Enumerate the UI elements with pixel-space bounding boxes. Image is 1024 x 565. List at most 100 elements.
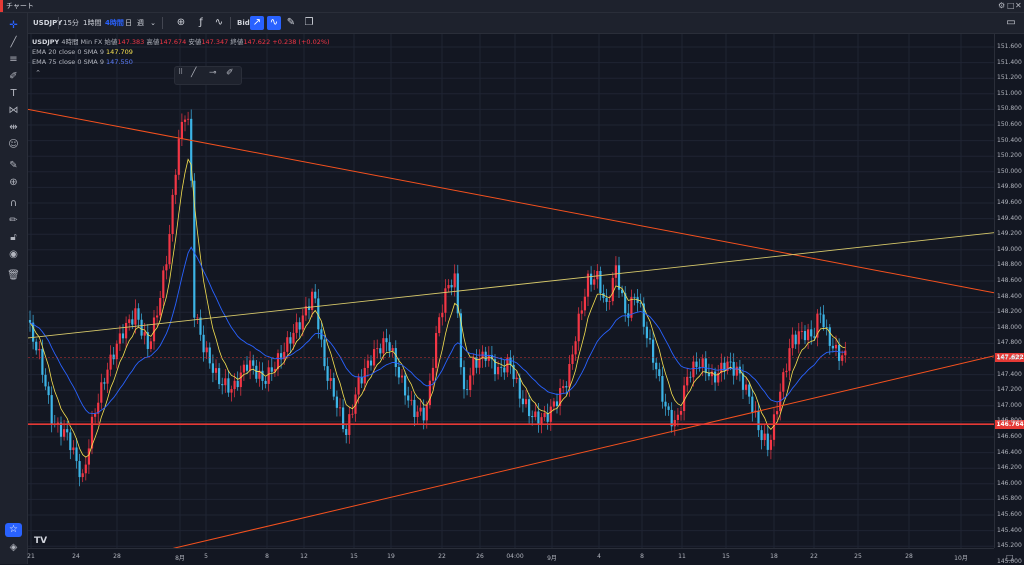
trash-icon[interactable]: 🗑︎ <box>7 270 20 281</box>
candle-body <box>828 327 831 346</box>
candle-body <box>441 312 444 318</box>
zoom-icon[interactable]: ⊕ <box>9 177 18 188</box>
symbol-selector[interactable]: USDJPY <box>33 19 63 27</box>
candle-body <box>648 338 652 340</box>
candle-body <box>338 407 342 409</box>
maximize-icon[interactable]: □ <box>1007 1 1015 10</box>
candle-body <box>590 273 593 285</box>
time-tick: 15 <box>722 553 730 560</box>
legend-collapse-icon[interactable]: ⌃ <box>35 69 41 77</box>
area-chart-icon[interactable]: ∿ <box>267 16 281 30</box>
candle-body <box>335 396 338 408</box>
window-title: チャート <box>6 2 34 10</box>
favorites-icon[interactable]: ☆ <box>5 523 22 537</box>
candle-body <box>602 293 605 298</box>
candle-body <box>97 402 100 414</box>
candle-body <box>249 360 252 371</box>
price-tick: 151.000 <box>997 89 1022 97</box>
candle-body <box>394 348 397 368</box>
legend-ema75-label[interactable]: EMA 75 close 0 SMA 9 <box>32 58 104 66</box>
emoji-icon[interactable]: ☺ <box>8 139 19 150</box>
magnet-icon[interactable]: ∩ <box>9 198 18 209</box>
layout-copy-icon[interactable]: ❐ <box>304 17 314 28</box>
settings-icon[interactable]: ⚙ <box>998 1 1006 10</box>
candle-body <box>568 363 571 388</box>
candle-body <box>816 313 819 338</box>
price-tick: 148.800 <box>997 261 1022 269</box>
auto-scale-icon[interactable]: □ <box>1006 553 1014 562</box>
candle-body <box>295 322 298 333</box>
drag-handle-icon[interactable]: ⠿ <box>178 68 184 76</box>
candle-body <box>298 322 301 330</box>
descending-trendline <box>28 108 994 294</box>
candle-body <box>267 367 270 384</box>
legend-symbol[interactable]: USDJPY <box>32 38 60 46</box>
ruler-icon[interactable]: ✎ <box>9 160 18 171</box>
timeframe-1h[interactable]: 1時間 <box>83 19 102 27</box>
timeframe-15m[interactable]: 15分 <box>63 19 79 27</box>
price-axis[interactable]: 147.622 146.764 151.600 151.400 151.200 151… <box>994 34 1024 565</box>
pattern-icon[interactable]: ⋈ <box>8 105 19 116</box>
candle-body <box>844 350 847 356</box>
candle-body <box>763 433 766 441</box>
candle-body <box>555 401 559 406</box>
price-chart[interactable] <box>28 34 994 548</box>
trendline-icon[interactable]: ╱ <box>10 37 17 48</box>
eye-icon[interactable]: ◉ <box>9 249 18 260</box>
layers-icon[interactable]: ◈ <box>9 542 18 553</box>
time-tick: 28 <box>113 553 121 560</box>
candle-body <box>794 334 797 345</box>
candle-body <box>531 416 534 418</box>
fib-icon[interactable]: ≡ <box>9 54 18 65</box>
candle-body <box>819 313 822 315</box>
timeframe-dropdown-icon[interactable]: ⌄ <box>150 19 156 27</box>
pen-tool-icon[interactable]: ✐ <box>226 68 234 78</box>
candle-body <box>574 341 577 355</box>
candle-body <box>233 380 236 390</box>
candle-body <box>245 364 249 371</box>
line-chart-icon[interactable]: ↗ <box>250 16 264 30</box>
candle-body <box>320 329 323 340</box>
drawing-mode-icon[interactable]: ✏ <box>9 215 18 226</box>
horizontal-ray-icon[interactable]: ⊸ <box>209 68 217 78</box>
candle-body <box>565 386 568 388</box>
timeframe-4h[interactable]: 4時間 <box>105 19 124 27</box>
candle-body <box>140 319 143 336</box>
price-type-bid[interactable]: Bid <box>237 19 250 27</box>
lock-icon[interactable]: 🔓︎ <box>10 232 17 243</box>
measure-icon[interactable]: ⇹ <box>9 122 18 133</box>
candle-body <box>382 338 385 354</box>
candle-body <box>410 399 413 401</box>
candle-body <box>109 354 112 370</box>
line-tool-icon[interactable]: ╱ <box>191 68 197 78</box>
legend-high: 147.674 <box>159 38 187 46</box>
candle-body <box>289 337 292 344</box>
candle-body <box>208 347 211 364</box>
price-tick: 146.800 <box>997 417 1022 425</box>
candle-body <box>552 401 555 407</box>
indicators-icon[interactable]: ∿ <box>214 17 224 28</box>
timeframe-week[interactable]: 週 <box>137 19 144 27</box>
candle-body <box>447 285 450 289</box>
layout-toggle-icon[interactable]: ▭ <box>1006 17 1016 28</box>
time-axis[interactable]: 21 24 28 8月 5 8 12 15 19 22 26 04:00 9月 4 8 11 15 18 22 25 2… <box>27 548 994 565</box>
crosshair-icon[interactable]: ✛ <box>9 20 18 31</box>
candle-body <box>143 332 146 336</box>
timeframe-day[interactable]: 日 <box>125 19 132 27</box>
price-tick: 150.000 <box>997 167 1022 175</box>
close-icon[interactable]: ✕ <box>1015 1 1022 10</box>
add-symbol-icon[interactable]: ⊕ <box>176 17 186 28</box>
legend-ema20-label[interactable]: EMA 20 close 0 SMA 9 <box>32 48 104 56</box>
candle-body <box>218 368 221 385</box>
candle-body <box>453 273 456 288</box>
text-icon[interactable]: T <box>10 88 17 99</box>
drawing-palette-icon[interactable]: ✎ <box>286 17 296 28</box>
candle-body <box>466 389 469 391</box>
time-tick: 12 <box>300 553 308 560</box>
candle-body <box>304 306 307 316</box>
candle-body <box>431 367 435 381</box>
brush-icon[interactable]: ✐ <box>9 71 18 82</box>
candle-body <box>831 345 834 349</box>
indicators-fx-icon[interactable]: ƒ <box>199 17 203 28</box>
price-tick: 147.600 <box>997 355 1022 362</box>
